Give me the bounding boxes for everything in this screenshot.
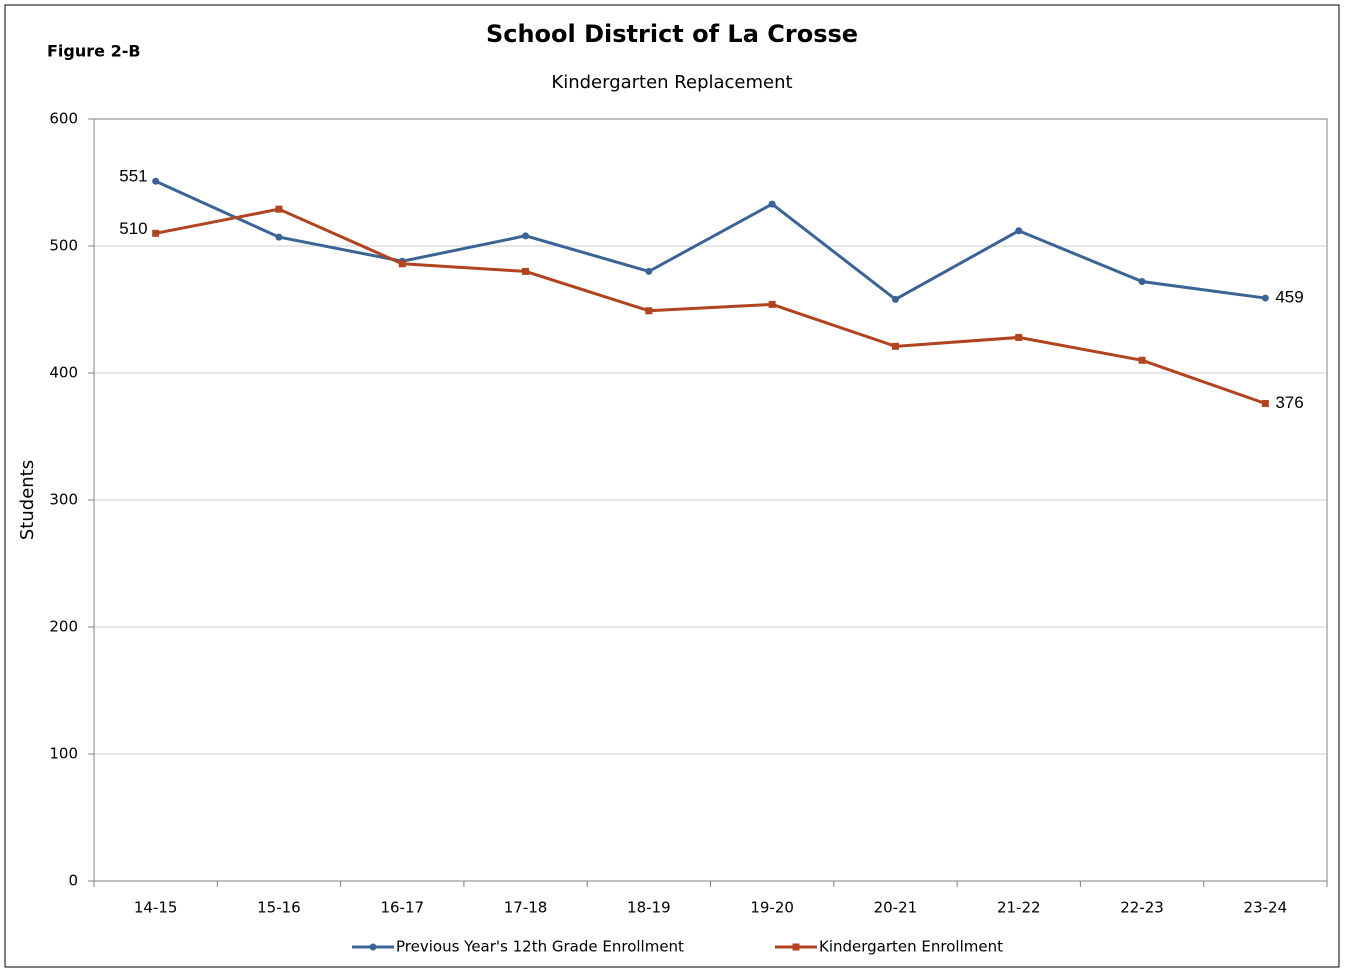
point bbox=[522, 232, 530, 240]
point bbox=[768, 300, 776, 308]
chart-border bbox=[4, 4, 1340, 968]
x-tick-label: 20-21 bbox=[874, 899, 918, 917]
y-axis-label: Students bbox=[17, 460, 38, 540]
series-line bbox=[155, 179, 1266, 302]
legend-marker bbox=[792, 943, 800, 951]
figure-label: Figure 2-B bbox=[47, 42, 141, 61]
point bbox=[152, 229, 160, 237]
point bbox=[398, 260, 406, 268]
y-tick-label: 400 bbox=[49, 364, 78, 382]
x-tick-label: 17-18 bbox=[504, 899, 548, 917]
point bbox=[1015, 227, 1023, 235]
point bbox=[275, 205, 283, 213]
chart-title: School District of La Crosse bbox=[486, 20, 858, 48]
x-tick-label: 18-19 bbox=[627, 899, 671, 917]
legend-label: Previous Year's 12th Grade Enrollment bbox=[396, 938, 684, 956]
data-label: 551 bbox=[119, 167, 147, 186]
y-tick-label: 500 bbox=[49, 237, 78, 255]
x-tick-label: 19-20 bbox=[750, 899, 794, 917]
point bbox=[522, 267, 530, 275]
point bbox=[1015, 333, 1023, 341]
point bbox=[275, 233, 283, 241]
y-tick-label: 300 bbox=[49, 491, 78, 509]
series-line bbox=[155, 207, 1266, 405]
y-tick-label: 0 bbox=[68, 872, 78, 890]
point bbox=[891, 342, 899, 350]
point bbox=[152, 177, 160, 185]
x-tick-label: 16-17 bbox=[380, 899, 424, 917]
chart-subtitle: Kindergarten Replacement bbox=[551, 72, 792, 93]
point bbox=[645, 267, 653, 275]
data-label: 510 bbox=[119, 219, 147, 238]
legend-marker bbox=[369, 943, 377, 951]
data-label: 459 bbox=[1275, 288, 1303, 307]
data-label: 376 bbox=[1275, 393, 1303, 412]
point bbox=[1138, 356, 1146, 364]
x-tick-label: 14-15 bbox=[134, 899, 178, 917]
y-tick-label: 600 bbox=[49, 110, 78, 128]
x-tick-label: 21-22 bbox=[997, 899, 1041, 917]
point bbox=[645, 307, 653, 315]
x-tick-label: 23-24 bbox=[1244, 899, 1288, 917]
x-tick-label: 15-16 bbox=[257, 899, 301, 917]
legend-label: Kindergarten Enrollment bbox=[819, 938, 1003, 956]
point bbox=[768, 200, 776, 208]
point bbox=[891, 295, 899, 303]
point bbox=[1261, 294, 1269, 302]
y-tick-label: 100 bbox=[49, 745, 78, 763]
x-tick-label: 22-23 bbox=[1120, 899, 1164, 917]
y-tick-label: 200 bbox=[49, 618, 78, 636]
point bbox=[1261, 399, 1269, 407]
point bbox=[1138, 278, 1146, 286]
